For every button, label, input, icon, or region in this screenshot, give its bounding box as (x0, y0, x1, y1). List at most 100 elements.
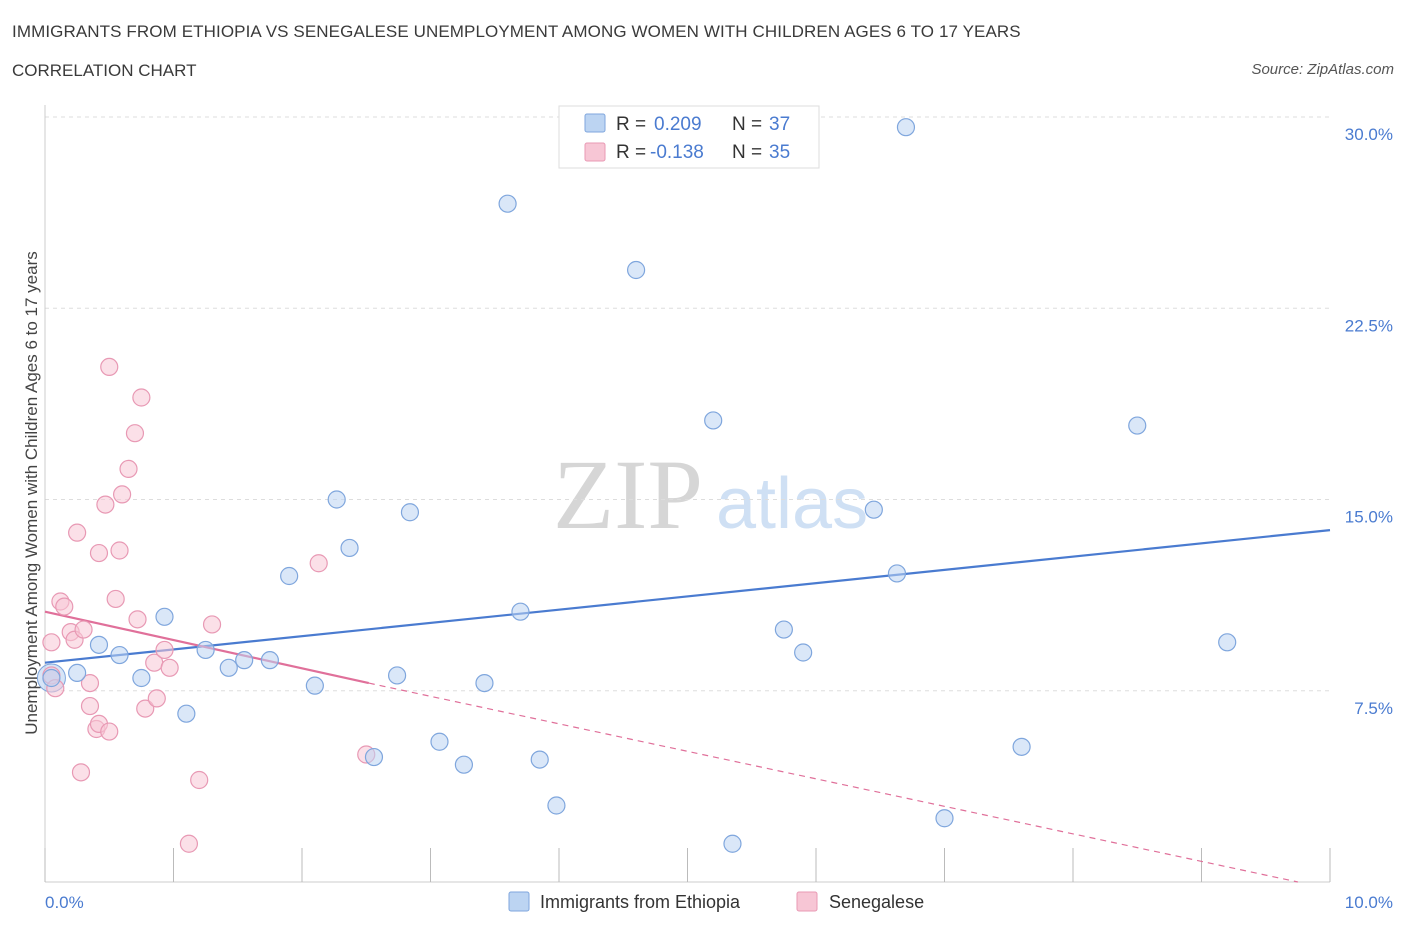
data-point-ethiopia (132, 668, 151, 688)
data-point-ethiopia (68, 663, 87, 683)
legend-swatch-pink (584, 142, 606, 162)
data-point-senegalese (71, 763, 91, 782)
data-point-senegalese (100, 722, 119, 741)
y-tick-label: 22.5% (1345, 316, 1393, 335)
axes (44, 105, 1331, 883)
series-label-ethiopia: Immigrants from Ethiopia (540, 892, 741, 912)
data-point-ethiopia (430, 732, 449, 751)
y-tick-label: 15.0% (1345, 508, 1393, 527)
data-point-ethiopia (1128, 416, 1147, 435)
data-point-ethiopia (530, 750, 549, 769)
data-point-senegalese (202, 615, 222, 634)
trend-line-ethiopia (44, 529, 1331, 664)
data-point-ethiopia (774, 620, 793, 639)
data-point-senegalese (309, 554, 328, 573)
data-point-ethiopia (280, 566, 299, 586)
watermark: ZIP atlas (553, 439, 868, 550)
chart-subtitle: CORRELATION CHART (12, 61, 197, 80)
y-axis-label: Unemployment Among Women with Children A… (22, 251, 41, 735)
data-point-senegalese (132, 388, 151, 407)
data-point-ethiopia (235, 651, 254, 670)
data-point-senegalese (179, 834, 199, 853)
data-point-ethiopia (364, 747, 384, 767)
legend-n-label: N = (732, 114, 762, 135)
data-point-ethiopia (1218, 633, 1237, 652)
data-point-ethiopia (177, 704, 196, 723)
data-point-ethiopia (155, 607, 174, 626)
chart-title: IMMIGRANTS FROM ETHIOPIA VS SENEGALESE U… (12, 22, 1021, 41)
legend-r-label: R = (616, 142, 646, 163)
data-point-ethiopia (305, 676, 324, 695)
data-point-ethiopia (196, 640, 215, 660)
data-point-ethiopia (794, 643, 813, 662)
data-point-ethiopia (498, 194, 517, 213)
tick-labels: 7.5% 15.0% 22.5% 30.0% 0.0% 10.0% (45, 125, 1393, 912)
data-point-ethiopia (42, 668, 61, 688)
data-point-senegalese (74, 620, 93, 639)
series-legend: Immigrants from Ethiopia Senegalese (508, 891, 924, 912)
data-point-senegalese (68, 523, 87, 542)
correlation-legend: R = 0.209 N = 37 R = -0.138 N = 35 (558, 105, 820, 169)
trend-line-senegalese-extrapolated (368, 682, 1299, 883)
data-point-senegalese (80, 673, 100, 693)
data-point-senegalese (125, 424, 145, 443)
y-tick-label: 30.0% (1345, 125, 1393, 144)
trend-lines (44, 529, 1331, 883)
legend-n-label: N = (732, 142, 762, 163)
data-point-senegalese (110, 541, 129, 560)
data-point-senegalese (89, 543, 109, 563)
data-point-senegalese (96, 495, 115, 514)
x-tick-label: 0.0% (45, 893, 84, 912)
source-label: Source: ZipAtlas.com (1251, 61, 1394, 78)
grid-lines (45, 116, 1330, 692)
data-point-senegalese (128, 610, 147, 629)
data-point-senegalese (80, 696, 100, 716)
series-label-senegalese: Senegalese (829, 892, 924, 912)
watermark-zip: ZIP (553, 439, 703, 550)
y-tick-label: 7.5% (1354, 699, 1393, 718)
data-point-senegalese (112, 485, 132, 504)
data-point-ethiopia (260, 651, 279, 670)
data-point-ethiopia (475, 673, 494, 693)
data-point-ethiopia (935, 809, 954, 828)
data-points (36, 118, 1237, 853)
data-point-senegalese (160, 658, 179, 677)
data-point-ethiopia (887, 564, 907, 583)
data-point-senegalese (190, 770, 209, 790)
data-point-ethiopia (1012, 737, 1031, 756)
data-point-ethiopia (896, 118, 916, 137)
data-point-ethiopia (219, 658, 238, 677)
data-point-ethiopia (340, 538, 359, 558)
data-point-ethiopia (327, 490, 346, 509)
data-point-senegalese (155, 640, 174, 660)
data-point-senegalese (100, 357, 119, 376)
series-swatch-ethiopia (508, 891, 530, 912)
x-tick-label: 10.0% (1345, 893, 1393, 912)
legend-r-label: R = (616, 114, 646, 135)
data-point-senegalese (55, 597, 74, 616)
data-point-ethiopia (547, 796, 566, 815)
data-point-ethiopia (864, 500, 883, 519)
data-point-ethiopia (511, 602, 530, 621)
data-point-ethiopia (626, 260, 646, 280)
data-point-ethiopia (110, 645, 129, 665)
data-point-senegalese (119, 459, 138, 478)
watermark-atlas: atlas (716, 464, 868, 544)
legend-r-value: 0.209 (654, 114, 702, 135)
legend-r-value: -0.138 (650, 142, 704, 163)
legend-n-value: 35 (769, 142, 790, 163)
legend-n-value: 37 (769, 114, 790, 135)
data-point-ethiopia (400, 503, 420, 522)
data-point-ethiopia (704, 411, 723, 430)
data-point-ethiopia (89, 635, 109, 654)
series-swatch-senegalese (796, 891, 818, 912)
legend-swatch-blue (584, 113, 606, 133)
data-point-ethiopia (387, 666, 407, 685)
data-point-senegalese (42, 633, 61, 652)
data-point-senegalese (106, 589, 125, 609)
data-point-ethiopia (454, 755, 474, 774)
data-point-senegalese (136, 699, 155, 718)
data-point-senegalese (147, 689, 166, 708)
data-point-ethiopia (723, 834, 742, 853)
